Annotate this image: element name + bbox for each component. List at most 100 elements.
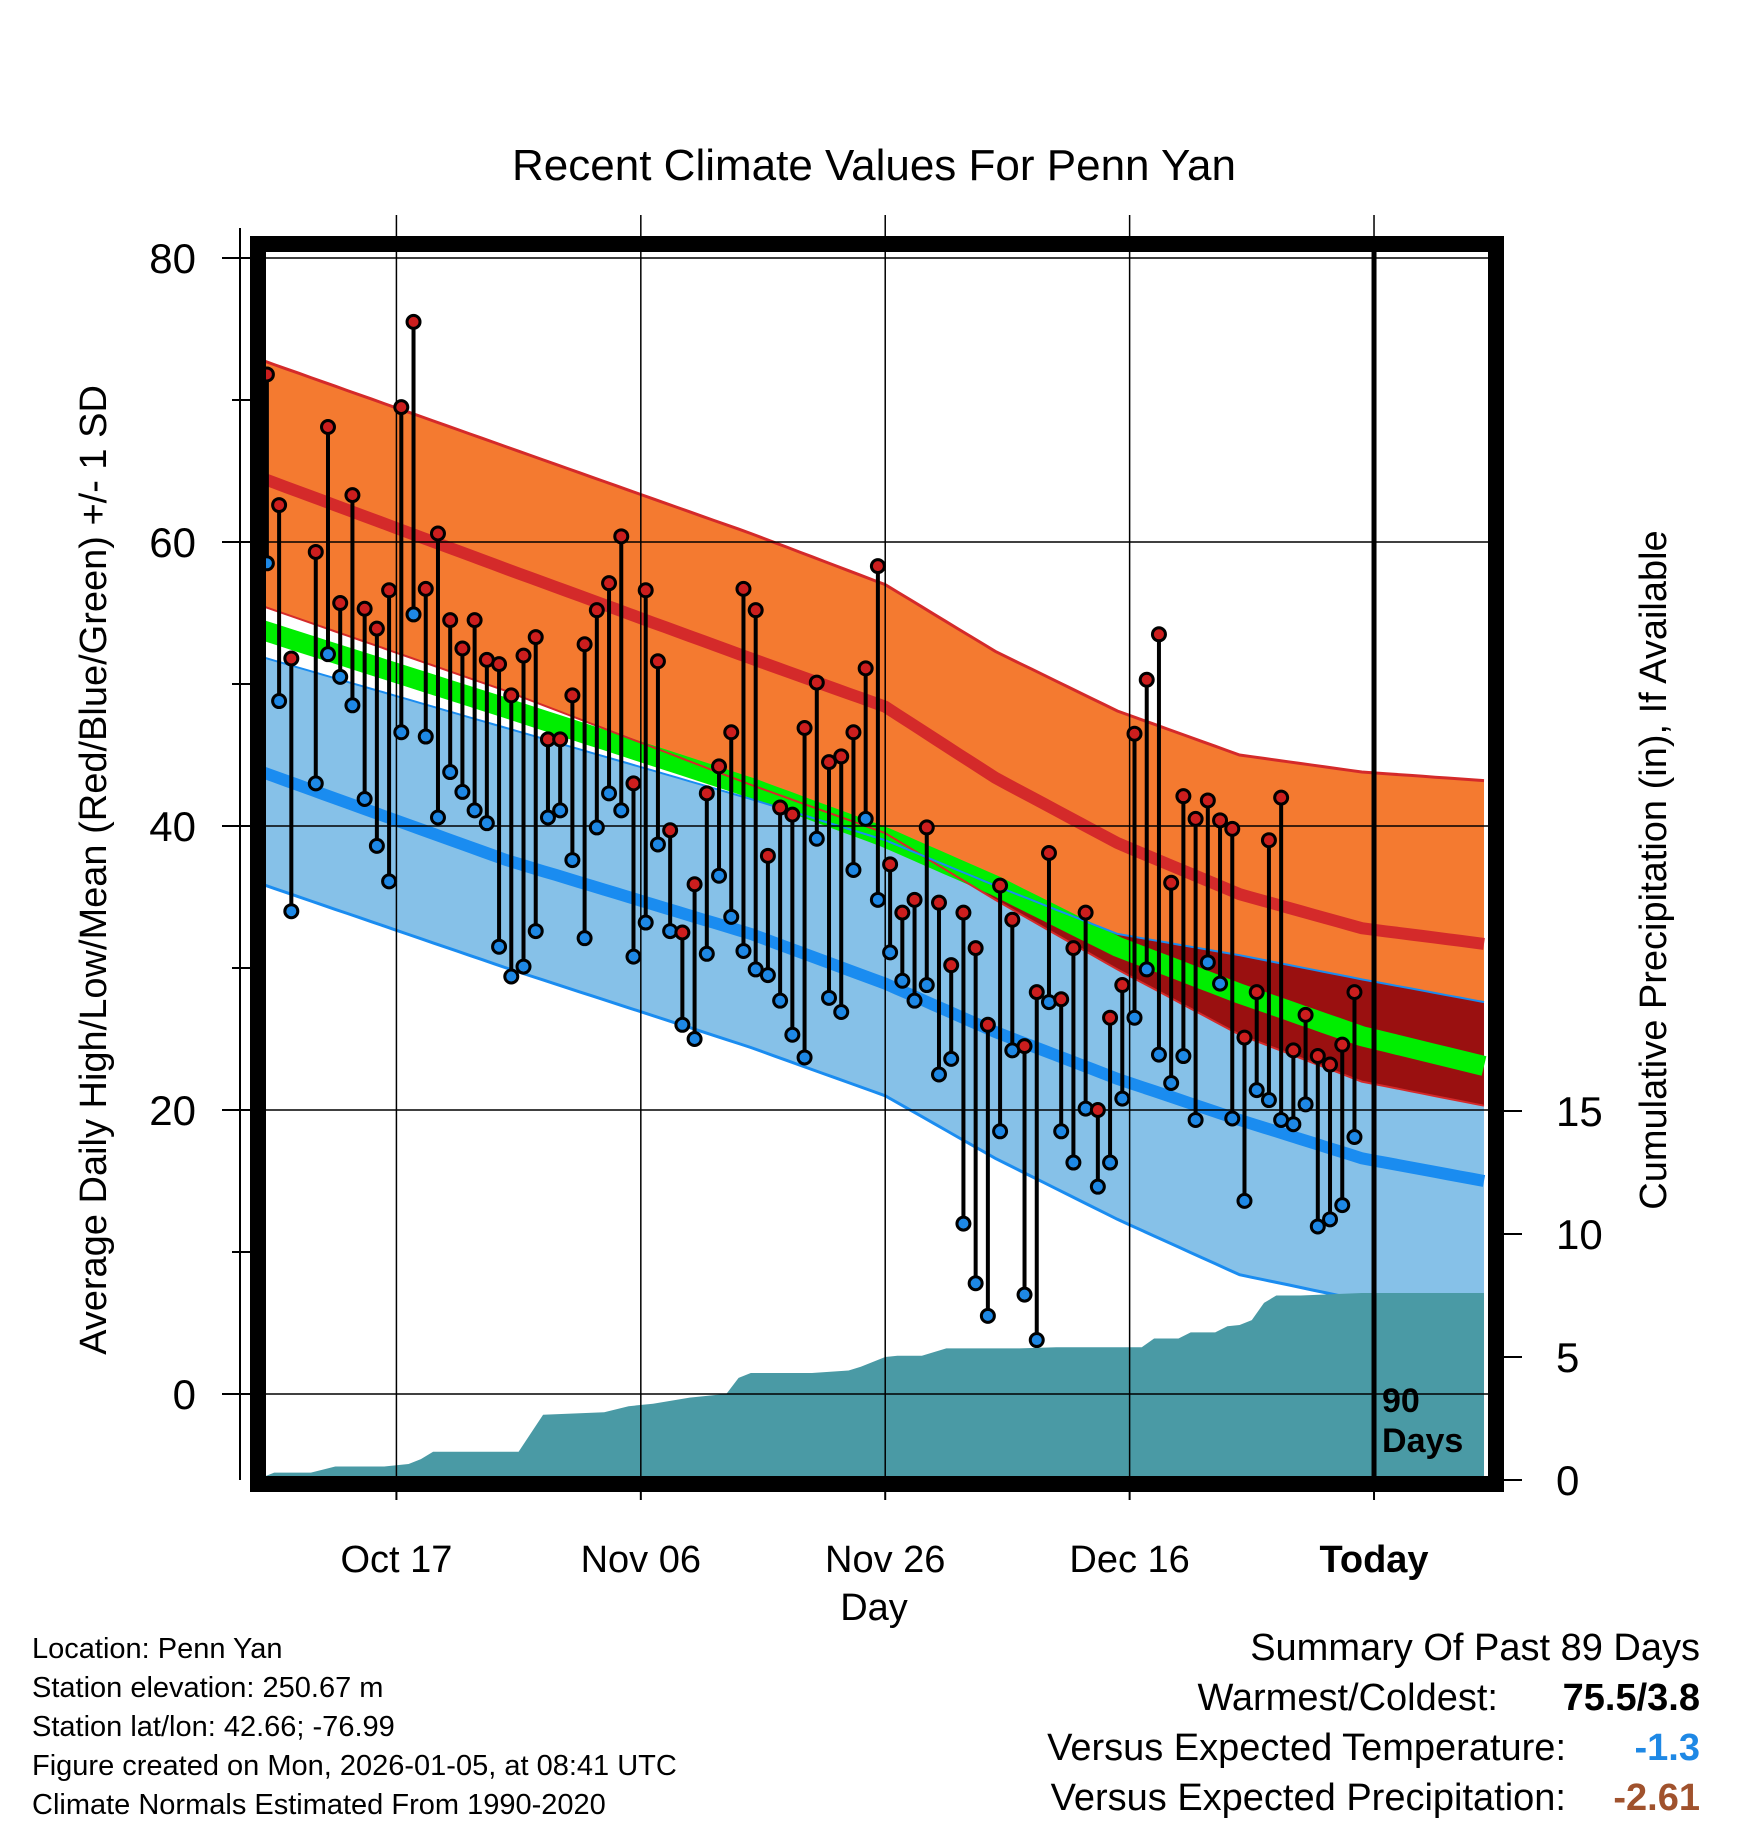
x-tick-label: Nov 26 xyxy=(825,1539,945,1581)
high-point xyxy=(381,582,398,599)
low-point xyxy=(857,810,874,827)
daily-range-sticks xyxy=(264,321,1357,1341)
x-tick-label: Today xyxy=(1319,1539,1428,1581)
low-point xyxy=(1187,1111,1204,1128)
plot-frame xyxy=(250,236,1504,1492)
high-upper-edge xyxy=(262,358,1485,783)
high-point xyxy=(1102,1009,1119,1026)
low-mean-line xyxy=(262,766,1486,1187)
low-point xyxy=(466,802,483,819)
high-point xyxy=(1248,984,1265,1001)
high-point xyxy=(967,940,984,957)
high-point xyxy=(723,724,740,741)
y-tick-label: 0 xyxy=(173,1371,196,1418)
high-point xyxy=(271,497,288,514)
low-point xyxy=(319,646,336,663)
low-point xyxy=(515,958,532,975)
low-point xyxy=(1248,1082,1265,1099)
high-point xyxy=(796,720,813,737)
low-point xyxy=(576,930,593,947)
low-point xyxy=(1224,1110,1241,1127)
low-point xyxy=(759,967,776,984)
high-point xyxy=(442,612,459,629)
high-point xyxy=(698,785,715,802)
low-point xyxy=(808,830,825,847)
low-point xyxy=(1114,1090,1131,1107)
station-info: Location: Penn Yan Station elevation: 25… xyxy=(32,1633,677,1821)
y-axis-label: Average Daily High/Low/Mean (Red/Blue/Gr… xyxy=(73,385,115,1355)
high-point xyxy=(747,602,764,619)
low-point xyxy=(1236,1192,1253,1209)
low-point xyxy=(906,992,923,1009)
high-point xyxy=(1004,911,1021,928)
low-point xyxy=(674,1016,691,1033)
high-point xyxy=(882,856,899,873)
y2-tick-label: 5 xyxy=(1556,1334,1579,1381)
low-point xyxy=(1053,1123,1070,1140)
high-point xyxy=(918,819,935,836)
low-point xyxy=(1150,1046,1167,1063)
info-elevation: Station elevation: 250.67 m xyxy=(32,1672,383,1704)
high-point xyxy=(1187,810,1204,827)
high-point xyxy=(1040,844,1057,861)
info-normals: Climate Normals Estimated From 1990-2020 xyxy=(32,1789,606,1821)
low-point xyxy=(283,903,300,920)
high-point xyxy=(808,674,825,691)
high-point xyxy=(1260,832,1277,849)
summary-title: Summary Of Past 89 Days xyxy=(1250,1627,1700,1669)
high-point xyxy=(1016,1038,1033,1055)
summary-warm-cold-value: 75.5/3.8 xyxy=(1563,1677,1700,1719)
x-tick-label: Oct 17 xyxy=(340,1539,452,1581)
low-point xyxy=(1138,961,1155,978)
high-point xyxy=(943,957,960,974)
precip-area xyxy=(262,1293,1484,1480)
summary-temp-value: -1.3 xyxy=(1635,1727,1700,1769)
high-point xyxy=(1150,626,1167,643)
y2-axis-label: Cumulative Precipitation (in), If Availa… xyxy=(1633,530,1675,1209)
high-point xyxy=(686,876,703,893)
y2-tick-label: 10 xyxy=(1556,1211,1603,1258)
high-point xyxy=(491,656,508,673)
high-point xyxy=(368,620,385,637)
y-tick-label: 40 xyxy=(149,803,196,850)
low-point xyxy=(613,802,630,819)
low-point xyxy=(356,791,373,808)
high-point xyxy=(1138,671,1155,688)
high-point xyxy=(515,647,532,664)
high-point xyxy=(845,724,862,741)
low-point xyxy=(1212,975,1229,992)
low-point xyxy=(1346,1128,1363,1145)
low-point xyxy=(698,945,715,962)
high-point xyxy=(955,904,972,921)
low-point xyxy=(869,891,886,908)
low-point xyxy=(368,837,385,854)
low-point xyxy=(1126,1009,1143,1026)
high-point xyxy=(833,748,850,765)
high-point xyxy=(772,799,789,816)
high-point xyxy=(1309,1048,1326,1065)
low-point xyxy=(943,1050,960,1067)
high-point xyxy=(1175,788,1192,805)
high-point xyxy=(405,313,422,330)
high-point xyxy=(588,602,605,619)
high-point xyxy=(992,877,1009,894)
high-point xyxy=(307,543,324,560)
info-location: Location: Penn Yan xyxy=(32,1633,282,1665)
high-point xyxy=(466,612,483,629)
daily-markers xyxy=(258,313,1363,1349)
summary-precip-label: Versus Expected Precipitation: xyxy=(1051,1777,1566,1819)
low-point xyxy=(393,724,410,741)
low-point xyxy=(539,809,556,826)
high-point xyxy=(894,904,911,921)
low-point xyxy=(1065,1154,1082,1171)
low-point xyxy=(429,809,446,826)
summary-temp-label: Versus Expected Temperature: xyxy=(1047,1727,1566,1769)
chart-title: Recent Climate Values For Penn Yan xyxy=(512,141,1236,190)
low-point xyxy=(625,948,642,965)
high-point xyxy=(429,525,446,542)
low-point xyxy=(1297,1096,1314,1113)
low-point xyxy=(588,819,605,836)
high-point xyxy=(576,636,593,653)
low-point xyxy=(686,1031,703,1047)
